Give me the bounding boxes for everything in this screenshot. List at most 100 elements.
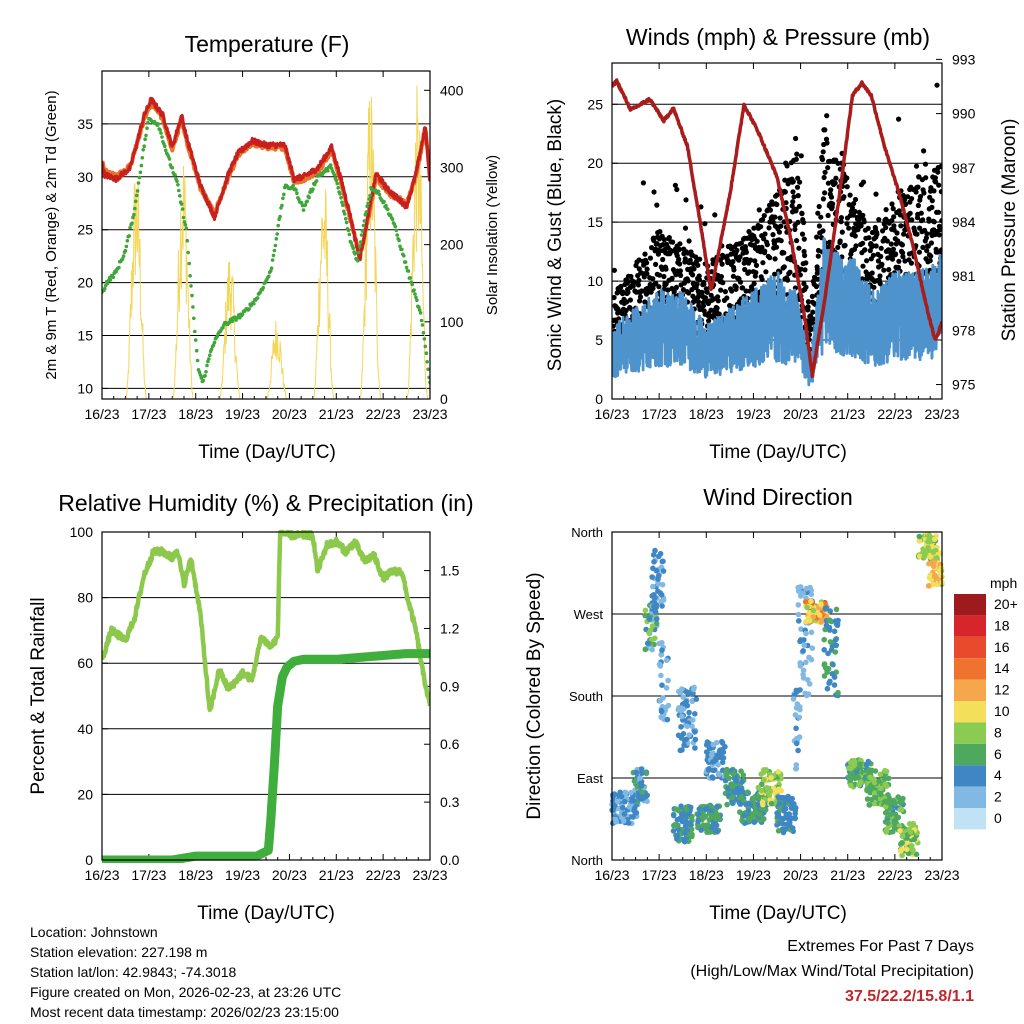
temperature-plot-area bbox=[102, 85, 430, 399]
direction-point bbox=[710, 759, 716, 765]
gust-point bbox=[936, 232, 942, 238]
direction-point bbox=[677, 747, 684, 754]
x-tick-label: 21/23 bbox=[319, 406, 354, 422]
direction-point bbox=[700, 822, 707, 828]
direction-point bbox=[801, 642, 807, 648]
colorbar-swatch bbox=[954, 594, 986, 616]
direction-point bbox=[734, 785, 741, 792]
gust-point bbox=[913, 163, 920, 169]
direction-point bbox=[695, 811, 702, 818]
gust-point bbox=[809, 293, 816, 299]
gust-point bbox=[651, 189, 657, 195]
gust-point bbox=[920, 244, 926, 250]
direction-point bbox=[892, 800, 898, 807]
direction-point bbox=[612, 802, 618, 809]
dewpoint-point bbox=[274, 237, 279, 241]
direction-point bbox=[663, 704, 669, 711]
gust-point bbox=[753, 270, 759, 276]
gust-point bbox=[832, 180, 838, 186]
direction-point bbox=[882, 810, 889, 816]
y2-tick-label: 100 bbox=[440, 314, 464, 330]
gust-point bbox=[790, 189, 796, 195]
gust-point bbox=[889, 256, 896, 262]
gust-point bbox=[864, 258, 870, 264]
direction-point bbox=[775, 769, 782, 775]
colorbar-label: 16 bbox=[994, 639, 1010, 655]
gust-point bbox=[730, 273, 737, 279]
dewpoint-point bbox=[138, 170, 143, 175]
direction-point bbox=[931, 536, 938, 543]
y-tick-label: East bbox=[577, 771, 603, 786]
dewpoint-point bbox=[189, 284, 193, 288]
extremes-title: Extremes For Past 7 Days bbox=[787, 938, 974, 955]
direction-point bbox=[793, 687, 800, 694]
direction-point bbox=[938, 572, 944, 578]
gust-point bbox=[890, 246, 897, 252]
gust-point bbox=[795, 193, 801, 199]
direction-point bbox=[708, 808, 715, 814]
direction-point bbox=[656, 661, 663, 668]
gust-point bbox=[731, 267, 737, 273]
gust-point bbox=[822, 190, 828, 196]
gust-point bbox=[859, 276, 865, 282]
dewpoint-point bbox=[358, 240, 363, 244]
direction-point bbox=[646, 615, 652, 622]
dewpoint-point bbox=[207, 357, 211, 361]
direction-point bbox=[833, 621, 840, 627]
y2-tick-label: 0 bbox=[440, 391, 448, 407]
gust-point bbox=[697, 256, 703, 262]
dewpoint-point bbox=[204, 370, 208, 374]
direction-point bbox=[909, 843, 915, 849]
gust-point bbox=[654, 202, 660, 208]
direction-point bbox=[808, 598, 814, 605]
gust-point bbox=[842, 242, 848, 248]
gust-point bbox=[818, 214, 824, 220]
gust-point bbox=[764, 242, 770, 248]
dewpoint-point bbox=[414, 295, 418, 300]
gust-point bbox=[761, 236, 767, 242]
gust-point bbox=[820, 196, 827, 202]
dewpoint-point bbox=[125, 239, 130, 243]
gust-point bbox=[825, 180, 832, 186]
gust-point bbox=[782, 189, 788, 195]
direction-point bbox=[832, 636, 839, 643]
direction-point bbox=[660, 568, 667, 574]
direction-point bbox=[868, 796, 875, 803]
direction-point bbox=[897, 799, 904, 806]
direction-point bbox=[810, 607, 817, 614]
colorbar-label: 4 bbox=[994, 767, 1002, 783]
direction-point bbox=[737, 809, 743, 815]
gust-point bbox=[860, 240, 866, 246]
x-tick-label: 19/23 bbox=[736, 867, 771, 883]
gust-point bbox=[678, 272, 684, 278]
direction-point bbox=[677, 690, 683, 696]
direction-point bbox=[824, 685, 831, 692]
direction-point bbox=[870, 776, 877, 782]
gust-point bbox=[858, 223, 864, 229]
direction-point bbox=[802, 599, 809, 605]
dewpoint-point bbox=[180, 207, 185, 211]
direction-point bbox=[610, 807, 616, 813]
gust-point bbox=[737, 254, 743, 260]
direction-point bbox=[817, 612, 823, 618]
dewpoint-point bbox=[415, 298, 419, 303]
direction-point bbox=[863, 761, 870, 768]
direction-point bbox=[681, 838, 688, 845]
dewpoint-point bbox=[156, 122, 160, 126]
y2-tick-label: 984 bbox=[952, 214, 976, 230]
direction-point bbox=[916, 533, 923, 540]
gust-point bbox=[620, 289, 626, 295]
gust-point bbox=[720, 280, 726, 286]
dewpoint-point bbox=[134, 193, 139, 198]
x-tick-label: 23/23 bbox=[924, 406, 959, 422]
gust-point bbox=[715, 294, 721, 300]
dewpoint-point bbox=[427, 375, 430, 380]
dewpoint-point bbox=[400, 247, 404, 252]
direction-point bbox=[663, 685, 670, 691]
direction-point bbox=[796, 618, 802, 624]
dewpoint-point bbox=[398, 244, 402, 249]
x-tick-label: 16/23 bbox=[84, 406, 119, 422]
direction-point bbox=[643, 770, 650, 777]
temperature-chart: 10 15 20 25 30 35 16/23 17/23 18/23 19/23 20/23 21/… bbox=[43, 31, 501, 463]
dewpoint-point bbox=[276, 223, 281, 228]
